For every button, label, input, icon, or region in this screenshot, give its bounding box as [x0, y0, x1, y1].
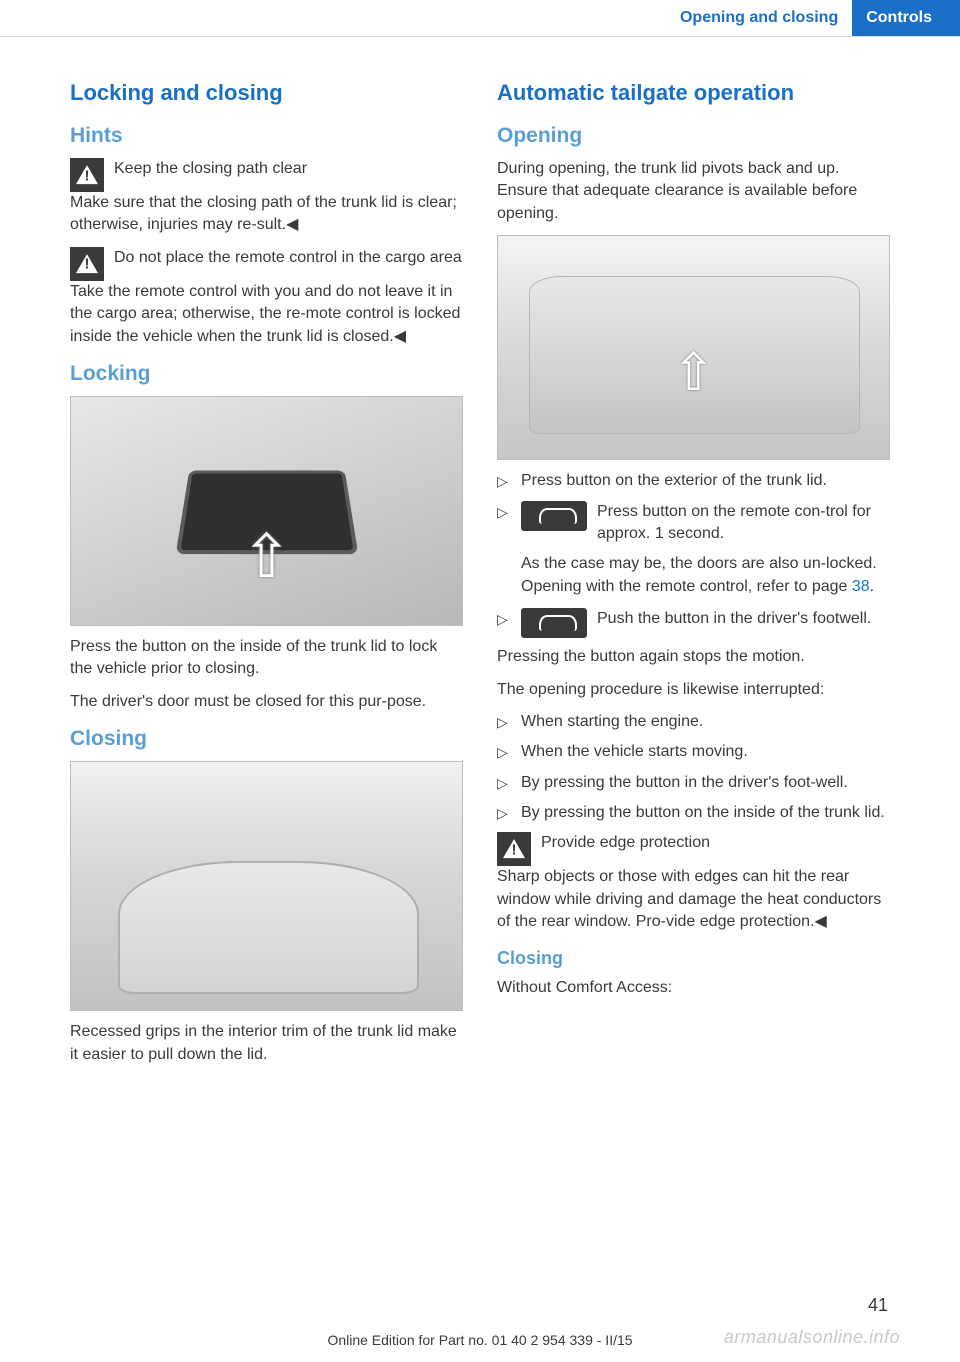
bullet-marker-icon: ▷	[497, 772, 511, 794]
body-text: The driver's door must be closed for thi…	[70, 691, 463, 713]
warning-title: Provide edge protection	[541, 832, 710, 854]
heading-locking-and-closing: Locking and closing	[70, 80, 463, 106]
heading-locking: Locking	[70, 362, 463, 386]
figure-trunk-interior	[70, 761, 463, 1011]
left-column: Locking and closing Hints Keep the closi…	[70, 74, 463, 1076]
body-text: Recessed grips in the interior trim of t…	[70, 1021, 463, 1066]
list-item-text: Push the button in the driver's footwell…	[597, 608, 890, 630]
list-item-text: By pressing the button on the inside of …	[521, 802, 890, 824]
warning-icon	[70, 247, 104, 281]
list-item-text: When the vehicle starts moving.	[521, 741, 890, 763]
bullet-marker-icon: ▷	[497, 711, 511, 733]
right-column: Automatic tailgate operation Opening Dur…	[497, 74, 890, 1076]
bullet-marker-icon: ▷	[497, 501, 511, 546]
warning-icon	[497, 832, 531, 866]
list-item: ▷ Push the button in the driver's footwe…	[497, 608, 890, 638]
bullet-marker-icon: ▷	[497, 802, 511, 824]
warning-block: Keep the closing path clear Make sure th…	[70, 158, 463, 237]
heading-hints: Hints	[70, 124, 463, 148]
content-columns: Locking and closing Hints Keep the closi…	[0, 74, 960, 1076]
body-text: The opening procedure is likewise interr…	[497, 679, 890, 701]
figure-rear-trunk	[497, 235, 890, 460]
remote-control-icon	[521, 501, 587, 531]
list-item: ▷ When the vehicle starts moving.	[497, 741, 890, 763]
body-text: Without Comfort Access:	[497, 977, 890, 999]
bullet-marker-icon: ▷	[497, 741, 511, 763]
remote-control-icon	[521, 608, 587, 638]
warning-icon	[70, 158, 104, 192]
list-item: ▷ By pressing the button on the inside o…	[497, 802, 890, 824]
header-rule	[0, 36, 960, 37]
list-item-text: Press button on the remote con‐trol for …	[597, 501, 890, 546]
list-item-text: When starting the engine.	[521, 711, 890, 733]
warning-body: Sharp objects or those with edges can hi…	[497, 866, 890, 933]
warning-block: Do not place the remote control in the c…	[70, 247, 463, 348]
page-header: Opening and closing Controls	[0, 0, 960, 36]
list-item: ▷ When starting the engine.	[497, 711, 890, 733]
figure-lock-button	[70, 396, 463, 626]
list-item: ▷ Press button on the exterior of the tr…	[497, 470, 890, 492]
warning-body: Make sure that the closing path of the t…	[70, 192, 463, 237]
warning-body: Take the remote control with you and do …	[70, 281, 463, 348]
bullet-marker-icon: ▷	[497, 470, 511, 492]
watermark: armanualsonline.info	[724, 1327, 900, 1348]
body-text: During opening, the trunk lid pivots bac…	[497, 158, 890, 225]
body-text: As the case may be, the doors are also u…	[521, 553, 890, 598]
heading-opening: Opening	[497, 124, 890, 148]
header-chapter: Controls	[852, 0, 960, 36]
heading-closing: Closing	[70, 727, 463, 751]
list-item: ▷ Press button on the remote con‐trol fo…	[497, 501, 890, 546]
header-section: Opening and closing	[666, 0, 852, 36]
page-reference-link[interactable]: 38	[852, 578, 870, 595]
list-item-text: By pressing the button in the driver's f…	[521, 772, 890, 794]
body-text: Pressing the button again stops the moti…	[497, 646, 890, 668]
heading-automatic-tailgate: Automatic tailgate operation	[497, 80, 890, 106]
bullet-marker-icon: ▷	[497, 608, 511, 638]
heading-closing-sub: Closing	[497, 948, 890, 969]
list-item-text: Press button on the exterior of the trun…	[521, 470, 890, 492]
warning-block: Provide edge protection Sharp objects or…	[497, 832, 890, 933]
warning-title: Do not place the remote control in the c…	[114, 247, 462, 269]
list-item: ▷ By pressing the button in the driver's…	[497, 772, 890, 794]
page-number: 41	[868, 1295, 888, 1316]
warning-title: Keep the closing path clear	[114, 158, 307, 180]
body-text: Press the button on the inside of the tr…	[70, 636, 463, 681]
